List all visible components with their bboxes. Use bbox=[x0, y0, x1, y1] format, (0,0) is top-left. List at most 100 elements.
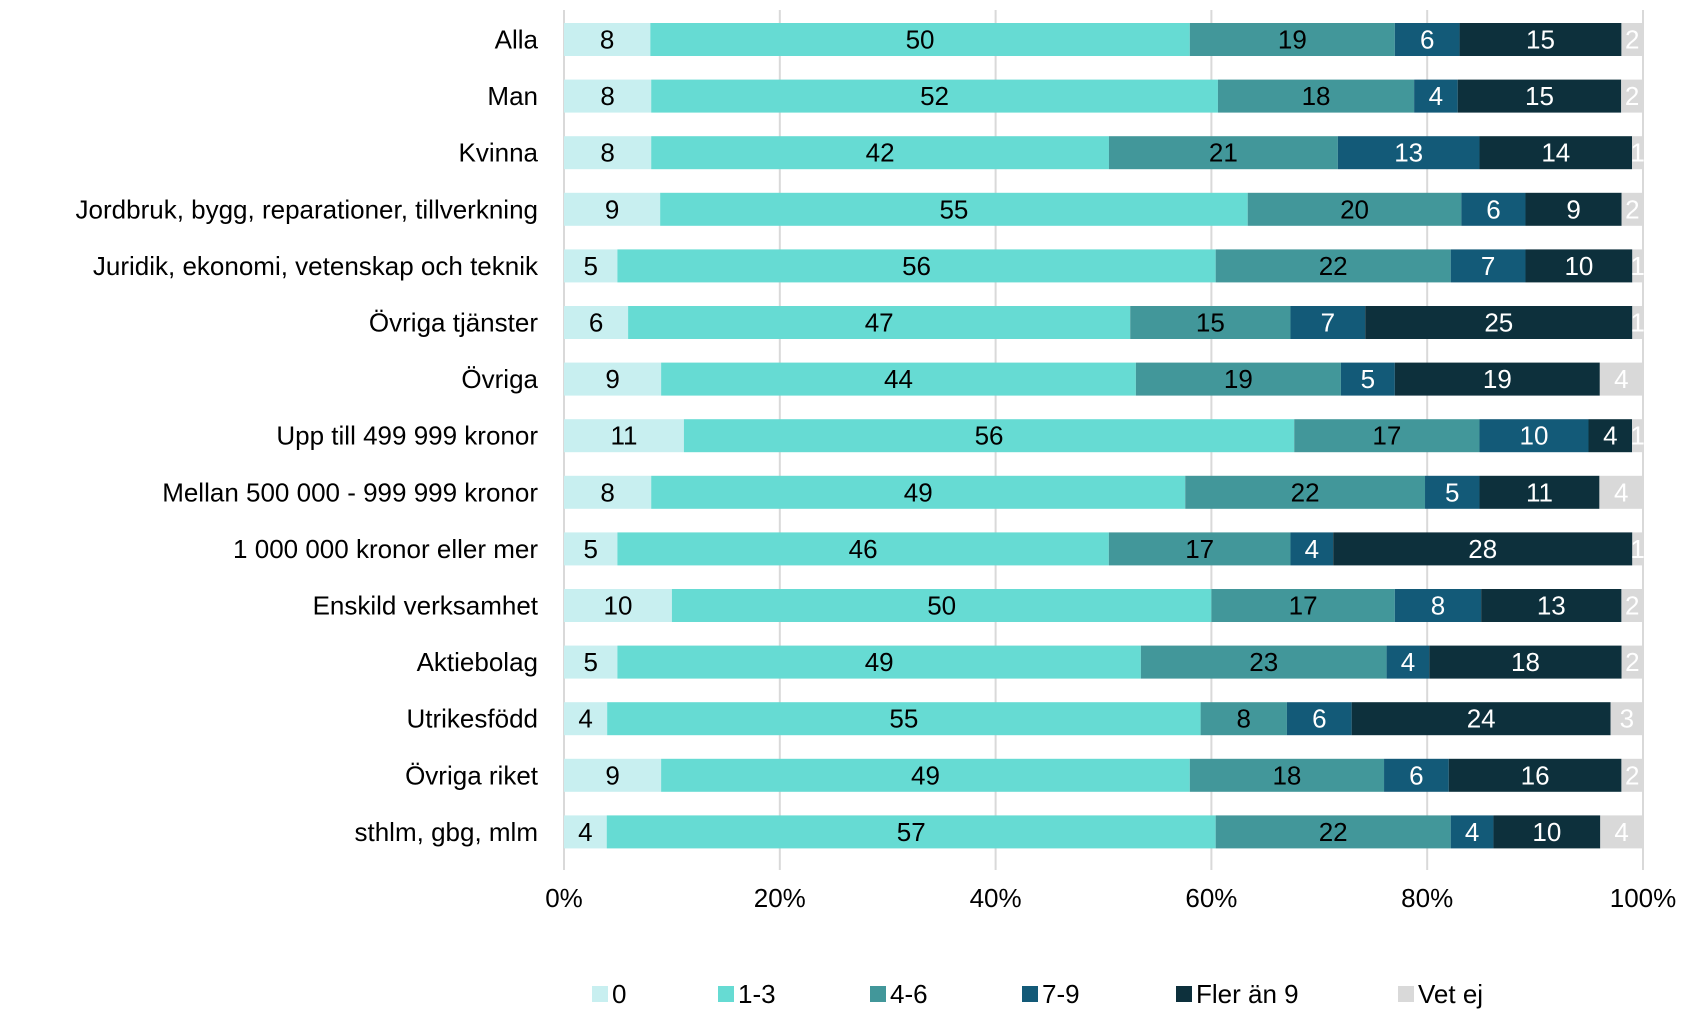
category-label: Utrikesfödd bbox=[407, 704, 539, 734]
data-label: 20 bbox=[1340, 194, 1369, 224]
data-label: 8 bbox=[600, 25, 614, 55]
bar-segment bbox=[1632, 249, 1643, 283]
data-label: 15 bbox=[1525, 81, 1554, 111]
bar-segment bbox=[1384, 758, 1449, 792]
data-label: 47 bbox=[865, 308, 894, 338]
bar-segment bbox=[1599, 362, 1643, 396]
data-label: 7 bbox=[1481, 251, 1495, 281]
data-label: 55 bbox=[939, 194, 968, 224]
bar-segment bbox=[1394, 362, 1600, 396]
bar-segment bbox=[1493, 815, 1601, 849]
data-label: 15 bbox=[1196, 308, 1225, 338]
bar-segment bbox=[1294, 419, 1480, 453]
data-label: 5 bbox=[1445, 477, 1459, 507]
data-label: 2 bbox=[1625, 25, 1639, 55]
category-label: Upp till 499 999 kronor bbox=[276, 421, 538, 451]
bar-segment bbox=[617, 249, 1216, 283]
bar-segment bbox=[1247, 192, 1462, 226]
data-label: 10 bbox=[1520, 421, 1549, 451]
bar-segment bbox=[1588, 419, 1633, 453]
data-label: 1 bbox=[1630, 251, 1644, 281]
x-tick-label: 20% bbox=[754, 883, 806, 913]
data-label: 19 bbox=[1483, 364, 1512, 394]
bar-segment bbox=[651, 79, 1218, 113]
data-label: 1 bbox=[1630, 308, 1644, 338]
bar-segment bbox=[661, 758, 1190, 792]
bar-segment bbox=[1525, 249, 1633, 283]
bar-segment bbox=[1189, 758, 1385, 792]
data-label: 9 bbox=[605, 364, 619, 394]
data-label: 10 bbox=[1532, 817, 1561, 847]
bar-segment bbox=[564, 192, 661, 226]
data-label: 52 bbox=[920, 81, 949, 111]
data-label: 50 bbox=[906, 25, 935, 55]
bar-segment bbox=[1286, 702, 1352, 736]
bar-segment bbox=[1340, 362, 1395, 396]
bar-segment bbox=[564, 306, 629, 339]
data-label: 2 bbox=[1625, 591, 1639, 621]
data-label: 13 bbox=[1394, 138, 1423, 168]
bar-segment bbox=[1108, 532, 1291, 566]
data-label: 18 bbox=[1511, 647, 1540, 677]
data-label: 18 bbox=[1272, 760, 1301, 790]
x-tick-label: 60% bbox=[1185, 883, 1237, 913]
bar-segment bbox=[1189, 23, 1395, 56]
bar-segment bbox=[1217, 79, 1415, 113]
bar-segment bbox=[564, 475, 652, 509]
bar-segment bbox=[1450, 815, 1494, 849]
data-label: 46 bbox=[849, 534, 878, 564]
data-label: 3 bbox=[1620, 704, 1634, 734]
legend: 0 1-3 4-6 7-9 Fler än 9 Vet ej bbox=[592, 979, 1483, 1009]
data-label: 4 bbox=[578, 704, 592, 734]
category-label: Övriga tjänster bbox=[369, 308, 538, 338]
bar-segment bbox=[1425, 475, 1480, 509]
data-label: 24 bbox=[1467, 704, 1496, 734]
bar-segment bbox=[683, 419, 1295, 453]
x-tick-label: 100% bbox=[1610, 883, 1677, 913]
data-label: 16 bbox=[1521, 760, 1550, 790]
legend-swatch bbox=[718, 986, 734, 1002]
x-tick-label: 40% bbox=[970, 883, 1022, 913]
category-label: Alla bbox=[495, 25, 539, 55]
bar-segment bbox=[1215, 815, 1451, 849]
data-label: 14 bbox=[1541, 138, 1570, 168]
bar-segment bbox=[660, 192, 1248, 226]
bar-segment bbox=[617, 645, 1141, 679]
data-label: 55 bbox=[889, 704, 918, 734]
bar-segment bbox=[1621, 589, 1643, 622]
bar-segment bbox=[1215, 249, 1451, 283]
bars: 8 50 19 6 15 28 52 18 4 15 28 42 21 13 14 19 55 20 6 9 25 56 2… bbox=[564, 23, 1645, 849]
data-label: 1 bbox=[1630, 534, 1644, 564]
bar-segment bbox=[661, 362, 1136, 396]
data-label: 4 bbox=[1429, 81, 1443, 111]
data-label: 23 bbox=[1249, 647, 1278, 677]
data-label: 2 bbox=[1625, 647, 1639, 677]
bar-segment bbox=[607, 702, 1201, 736]
bar-segment bbox=[1211, 589, 1395, 622]
data-label: 7 bbox=[1321, 308, 1335, 338]
data-label: 5 bbox=[583, 534, 597, 564]
data-label: 21 bbox=[1209, 138, 1238, 168]
category-label: Kvinna bbox=[459, 138, 539, 168]
data-label: 13 bbox=[1537, 591, 1566, 621]
bar-segment bbox=[564, 79, 652, 113]
bar-segment bbox=[1461, 192, 1526, 226]
data-label: 22 bbox=[1291, 477, 1320, 507]
bar-segment bbox=[1632, 306, 1643, 339]
bar-segment bbox=[1333, 532, 1633, 566]
data-label: 28 bbox=[1468, 534, 1497, 564]
bar-segment bbox=[651, 136, 1109, 170]
legend-swatch bbox=[1176, 986, 1192, 1002]
category-labels: Alla Man Kvinna Jordbruk, bygg, reparatione… bbox=[76, 25, 539, 847]
data-label: 5 bbox=[1361, 364, 1375, 394]
data-label: 4 bbox=[1401, 647, 1415, 677]
bar-segment bbox=[1621, 192, 1643, 226]
data-label: 9 bbox=[605, 194, 619, 224]
legend-label: 7-9 bbox=[1042, 979, 1080, 1009]
bar-segment bbox=[564, 249, 618, 283]
legend-swatch bbox=[870, 986, 886, 1002]
legend-label: Fler än 9 bbox=[1196, 979, 1299, 1009]
category-label: Aktiebolag bbox=[417, 647, 538, 677]
bar-segment bbox=[1632, 419, 1643, 453]
